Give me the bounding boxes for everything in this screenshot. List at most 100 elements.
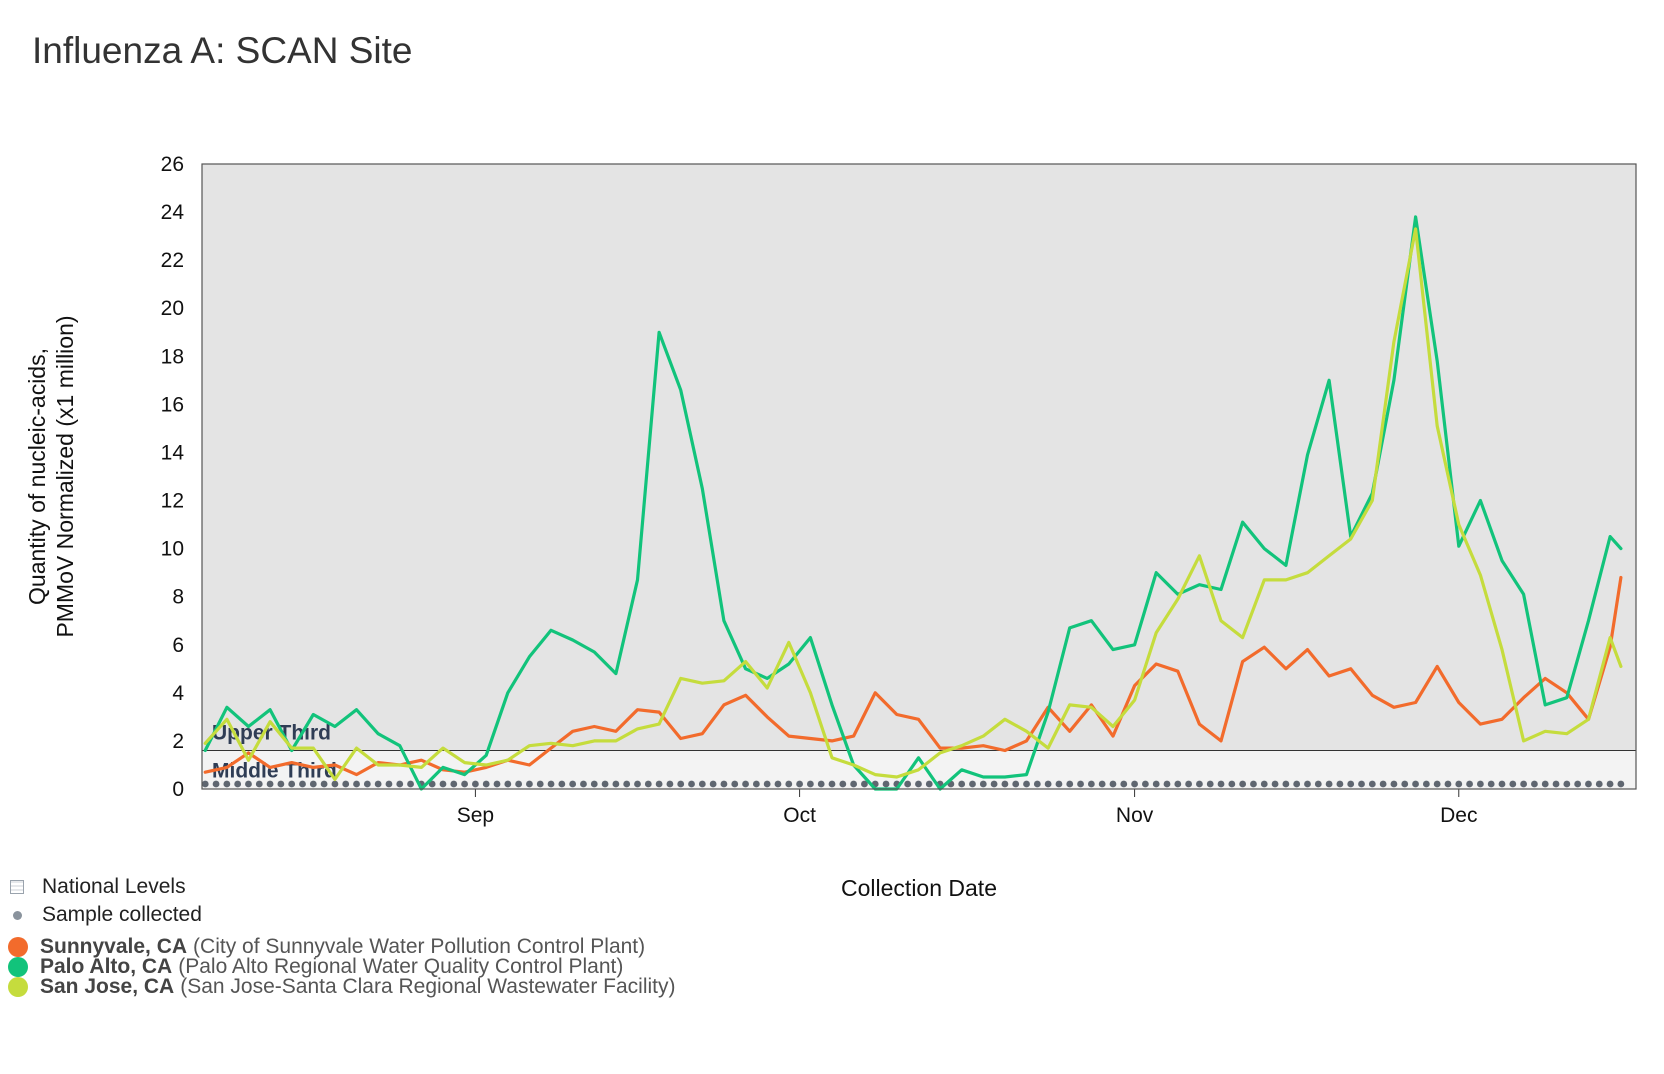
sample-marker	[612, 780, 620, 788]
y-tick-label: 20	[161, 297, 184, 320]
x-tick-label: Oct	[783, 804, 816, 827]
sample-marker	[969, 780, 976, 788]
legend-item-sample-collected[interactable]: Sample collected	[8, 903, 202, 927]
sample-marker	[752, 780, 760, 788]
page-title: Influenza A: SCAN Site	[32, 30, 413, 71]
sample-marker	[353, 780, 360, 788]
sample-marker	[990, 780, 998, 788]
sample-marker	[363, 780, 371, 788]
sample-marker	[428, 780, 436, 788]
y-axis-title-line: PMMoV Normalized (x1 million)	[52, 315, 78, 637]
y-tick-label: 10	[161, 538, 184, 561]
level-bands	[202, 164, 1636, 789]
sample-marker	[1163, 780, 1171, 788]
sample-marker	[590, 780, 598, 788]
sample-marker	[666, 780, 674, 788]
sample-marker	[1055, 780, 1063, 788]
sample-marker	[1520, 780, 1528, 788]
sample-marker	[1260, 780, 1268, 788]
legend-item-site[interactable]: Sunnyvale, CA (City of Sunnyvale Water P…	[8, 935, 645, 959]
site-detail: (City of Sunnyvale Water Pollution Contr…	[193, 935, 646, 958]
sample-marker	[720, 780, 728, 788]
sample-marker	[601, 780, 609, 788]
sample-marker	[1574, 780, 1582, 788]
legend-label: National Levels	[42, 875, 186, 898]
site-detail: (San Jose-Santa Clara Regional Wastewate…	[180, 975, 676, 998]
circle-icon	[8, 937, 28, 957]
sample-marker	[1033, 780, 1041, 788]
y-tick-label: 18	[161, 345, 184, 368]
sample-marker	[1412, 780, 1419, 788]
sample-marker	[1325, 780, 1333, 788]
sample-marker	[763, 780, 771, 788]
sample-marker	[223, 780, 231, 788]
x-axis: Sep Oct Nov Dec	[457, 789, 1477, 827]
y-tick-label: 26	[161, 153, 184, 176]
legend-item-national-levels[interactable]: National Levels	[8, 875, 186, 899]
sample-marker	[266, 780, 274, 788]
sample-marker	[979, 780, 987, 788]
sample-marker	[1023, 780, 1030, 788]
site-name: Palo Alto, CA	[40, 955, 173, 978]
sample-marker	[698, 780, 706, 788]
sample-marker	[472, 780, 479, 788]
sample-markers	[201, 780, 1625, 788]
sample-marker	[1185, 780, 1193, 788]
sample-marker	[461, 780, 468, 788]
sample-marker	[374, 780, 382, 788]
sample-marker	[1606, 780, 1614, 788]
sample-marker	[1196, 780, 1203, 788]
sample-marker	[1293, 780, 1301, 788]
sample-marker	[234, 780, 242, 788]
sample-marker	[1617, 780, 1625, 788]
sample-marker	[817, 780, 825, 788]
site-name: San Jose, CA	[40, 975, 175, 998]
sample-marker	[1120, 780, 1128, 788]
sample-marker	[385, 780, 393, 788]
sample-marker	[806, 780, 814, 788]
striped-box-icon	[10, 880, 24, 894]
sample-marker	[1552, 780, 1560, 788]
sample-marker	[1541, 780, 1549, 788]
series-lines	[203, 215, 1623, 791]
sample-marker	[731, 780, 739, 788]
sample-marker	[536, 780, 544, 788]
sample-marker	[677, 780, 685, 788]
sample-marker	[1131, 780, 1138, 788]
sample-marker	[828, 780, 836, 788]
sample-marker	[309, 780, 317, 788]
sample-marker	[1401, 780, 1409, 788]
sample-marker	[1336, 780, 1344, 788]
sample-marker	[1498, 780, 1506, 788]
y-tick-label: 12	[161, 490, 184, 513]
sample-marker	[1152, 780, 1160, 788]
sample-marker	[547, 780, 555, 788]
sample-marker	[580, 780, 587, 788]
dot-icon	[13, 910, 22, 920]
sample-marker	[1433, 780, 1441, 788]
sample-marker	[396, 780, 404, 788]
legend-item-site[interactable]: Palo Alto, CA (Palo Alto Regional Water …	[8, 955, 623, 979]
sample-marker	[785, 780, 793, 788]
sample-marker	[1390, 780, 1398, 788]
site-name: Sunnyvale, CA	[40, 935, 188, 958]
legend-item-site[interactable]: San Jose, CA (San Jose-Santa Clara Regio…	[8, 975, 675, 999]
y-tick-label: 6	[172, 634, 184, 657]
sample-marker	[299, 780, 306, 788]
y-axis-title-line: Quantity of nucleic-acids,	[24, 348, 50, 605]
series-line-san-jose	[203, 227, 1623, 782]
sample-marker	[774, 780, 782, 788]
sample-marker	[1228, 780, 1236, 788]
sample-marker	[504, 780, 512, 788]
sample-marker	[850, 780, 858, 788]
sample-marker	[1271, 780, 1279, 788]
sample-marker	[1476, 780, 1484, 788]
sample-marker	[1314, 780, 1322, 788]
sample-marker	[493, 780, 501, 788]
x-axis-title: Collection Date	[841, 875, 997, 901]
sample-marker	[569, 780, 577, 788]
sample-marker	[1487, 780, 1495, 788]
y-tick-label: 2	[172, 730, 184, 753]
sample-marker	[709, 780, 717, 788]
